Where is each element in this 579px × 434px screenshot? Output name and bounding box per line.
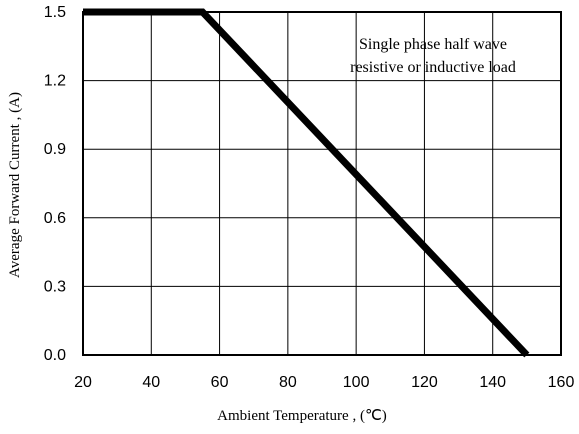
x-tick-label: 120 xyxy=(411,374,438,391)
x-tick-label: 40 xyxy=(142,374,160,391)
plot-frame xyxy=(82,11,562,356)
y-tick-label: 1.2 xyxy=(44,73,66,90)
y-tick-labels: 0.0 0.3 0.6 0.9 1.2 1.5 xyxy=(44,4,66,364)
y-tick-label: 0.9 xyxy=(44,141,66,158)
x-tick-label: 100 xyxy=(343,374,370,391)
y-tick-label: 0.3 xyxy=(44,278,66,295)
y-axis-label: Average Forward Current , (A) xyxy=(7,92,23,278)
annotation-line-2: resistive or inductive load xyxy=(350,59,516,76)
x-tick-label: 140 xyxy=(479,374,506,391)
x-axis-label: Ambient Temperature , (℃) xyxy=(217,408,387,424)
x-tick-label: 60 xyxy=(211,374,229,391)
series-line xyxy=(83,8,530,358)
x-tick-labels: 20 40 60 80 100 120 140 160 xyxy=(74,374,574,391)
y-tick-label: 0.6 xyxy=(44,210,66,227)
x-tick-label: 80 xyxy=(279,374,297,391)
y-tick-label: 1.5 xyxy=(44,4,66,21)
y-tick-label: 0.0 xyxy=(44,347,66,364)
x-tick-label: 20 xyxy=(74,374,92,391)
annotation-line-1: Single phase half wave xyxy=(359,36,507,53)
x-tick-label: 160 xyxy=(548,374,575,391)
